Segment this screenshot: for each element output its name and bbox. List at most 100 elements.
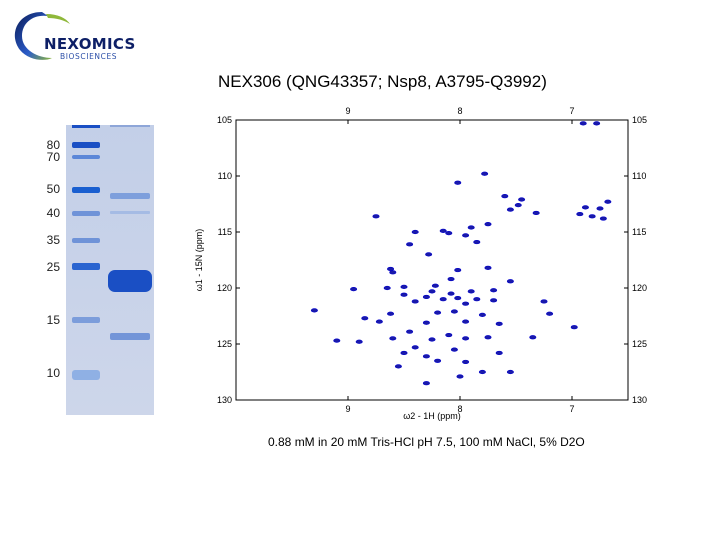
nmr-peak [467, 289, 475, 294]
nmr-peak [400, 292, 408, 297]
sample-lane [108, 125, 152, 340]
nmr-peak [447, 276, 455, 282]
nmr-peak [454, 180, 462, 185]
y-tick-label-right: 120 [632, 283, 647, 293]
nmr-peak [411, 229, 419, 235]
nmr-peak [495, 350, 503, 356]
nmr-peak [310, 308, 318, 313]
nmr-peak [422, 381, 430, 386]
ladder-band [72, 263, 100, 270]
logo-wordmark: NEXOMICS [44, 35, 136, 53]
company-logo: NEXOMICS BIOSCIENCES [8, 6, 135, 64]
nmr-peak [361, 316, 369, 321]
nmr-peak [387, 311, 395, 316]
x-tick-label-top: 8 [457, 106, 462, 116]
nmr-peak [532, 210, 540, 216]
nmr-peak [490, 298, 498, 303]
y-tick-label-left: 125 [217, 339, 232, 349]
y-tick-label-right: 125 [632, 339, 647, 349]
nmr-peak [439, 228, 447, 233]
nmr-peak [428, 337, 436, 342]
nmr-peak [406, 329, 414, 334]
nmr-peak [462, 319, 470, 324]
sample-band [110, 333, 150, 340]
y-tick-label-right: 110 [632, 171, 646, 181]
plot-frame [235, 119, 629, 401]
nmr-peak [506, 279, 514, 284]
nmr-peak [481, 171, 489, 176]
slide-title: NEX306 (QNG43357; Nsp8, A3795-Q3992) [218, 72, 547, 91]
nmr-peak [462, 336, 470, 341]
nmr-peak [514, 203, 522, 208]
nmr-peak [484, 265, 492, 270]
nmr-peak [389, 270, 397, 275]
x-tick-label-bottom: 9 [345, 404, 350, 414]
nmr-peak [484, 222, 492, 227]
hsqc-plot-svg: 9 9 8 8 7 7 105 105 110 110 115 115 120 120 125 125 130 1… [194, 106, 647, 421]
nmr-peak [570, 325, 578, 330]
nmr-peak [478, 312, 486, 317]
ladder-band [72, 187, 100, 193]
nmr-peak [350, 287, 358, 292]
peaks [310, 121, 612, 386]
nmr-peak [389, 336, 397, 341]
nmr-peak [604, 199, 612, 204]
nmr-peak [422, 354, 430, 359]
y-tick-label-left: 130 [217, 395, 232, 405]
nmr-peak [454, 267, 462, 273]
nmr-peak [473, 297, 481, 302]
nmr-peak [411, 299, 419, 304]
nmr-peak [383, 285, 391, 291]
nmr-peak [447, 291, 455, 296]
ladder-label-40: 40 [47, 206, 61, 220]
nmr-peak [506, 207, 514, 212]
nmr-peak [439, 297, 447, 302]
nmr-peak [431, 283, 439, 288]
logo-subtitle: BIOSCIENCES [60, 52, 118, 61]
nmr-peak [445, 231, 453, 236]
y-tick-label-right: 130 [632, 395, 647, 405]
nmr-peak [501, 194, 509, 199]
ladder-label-10: 10 [47, 366, 61, 380]
y-tick-label-right: 115 [632, 227, 646, 237]
nmr-peak [454, 295, 462, 301]
x-tick-label-top: 7 [569, 106, 574, 116]
nmr-peak [425, 252, 433, 257]
nmr-peak [506, 369, 514, 375]
nmr-peak [596, 206, 604, 211]
nmr-peak [333, 338, 341, 343]
nmr-peak [456, 374, 464, 379]
nmr-peak [372, 214, 380, 219]
nmr-peak [434, 358, 442, 363]
nmr-peak [490, 288, 498, 293]
nmr-peak [518, 197, 526, 202]
nmr-peak [400, 350, 408, 356]
nmr-peak [434, 310, 442, 315]
nmr-peak [581, 205, 589, 210]
nmr-peak [540, 299, 548, 304]
nmr-peak [495, 321, 503, 326]
ladder-band [72, 238, 100, 243]
nmr-peak [400, 284, 408, 289]
nmr-peak [375, 319, 383, 324]
y-tick-label-left: 120 [217, 283, 232, 293]
nmr-peak [462, 301, 470, 306]
nmr-peak [599, 216, 607, 221]
ladder-label-70: 70 [47, 150, 61, 164]
nmr-peak [406, 242, 414, 247]
nmr-peak [593, 121, 601, 126]
nmr-peak [445, 332, 453, 338]
logo-swoosh-icon [14, 12, 70, 60]
ladder-label-15: 15 [47, 313, 61, 327]
hsqc-spectrum: 9 9 8 8 7 7 105 105 110 110 115 115 120 120 125 125 130 1… [186, 96, 656, 426]
sample-band [110, 211, 150, 214]
nmr-peak [355, 339, 363, 344]
nmr-peak [394, 364, 402, 369]
y-tick-label-left: 115 [218, 227, 232, 237]
nmr-peak [462, 359, 470, 365]
sample-band [110, 193, 150, 199]
nmr-peak [546, 311, 554, 316]
ladder-band [72, 125, 100, 128]
y-tick-label-right: 105 [632, 115, 647, 125]
sds-page-gel: 80 70 50 40 35 25 15 10 [22, 120, 162, 420]
